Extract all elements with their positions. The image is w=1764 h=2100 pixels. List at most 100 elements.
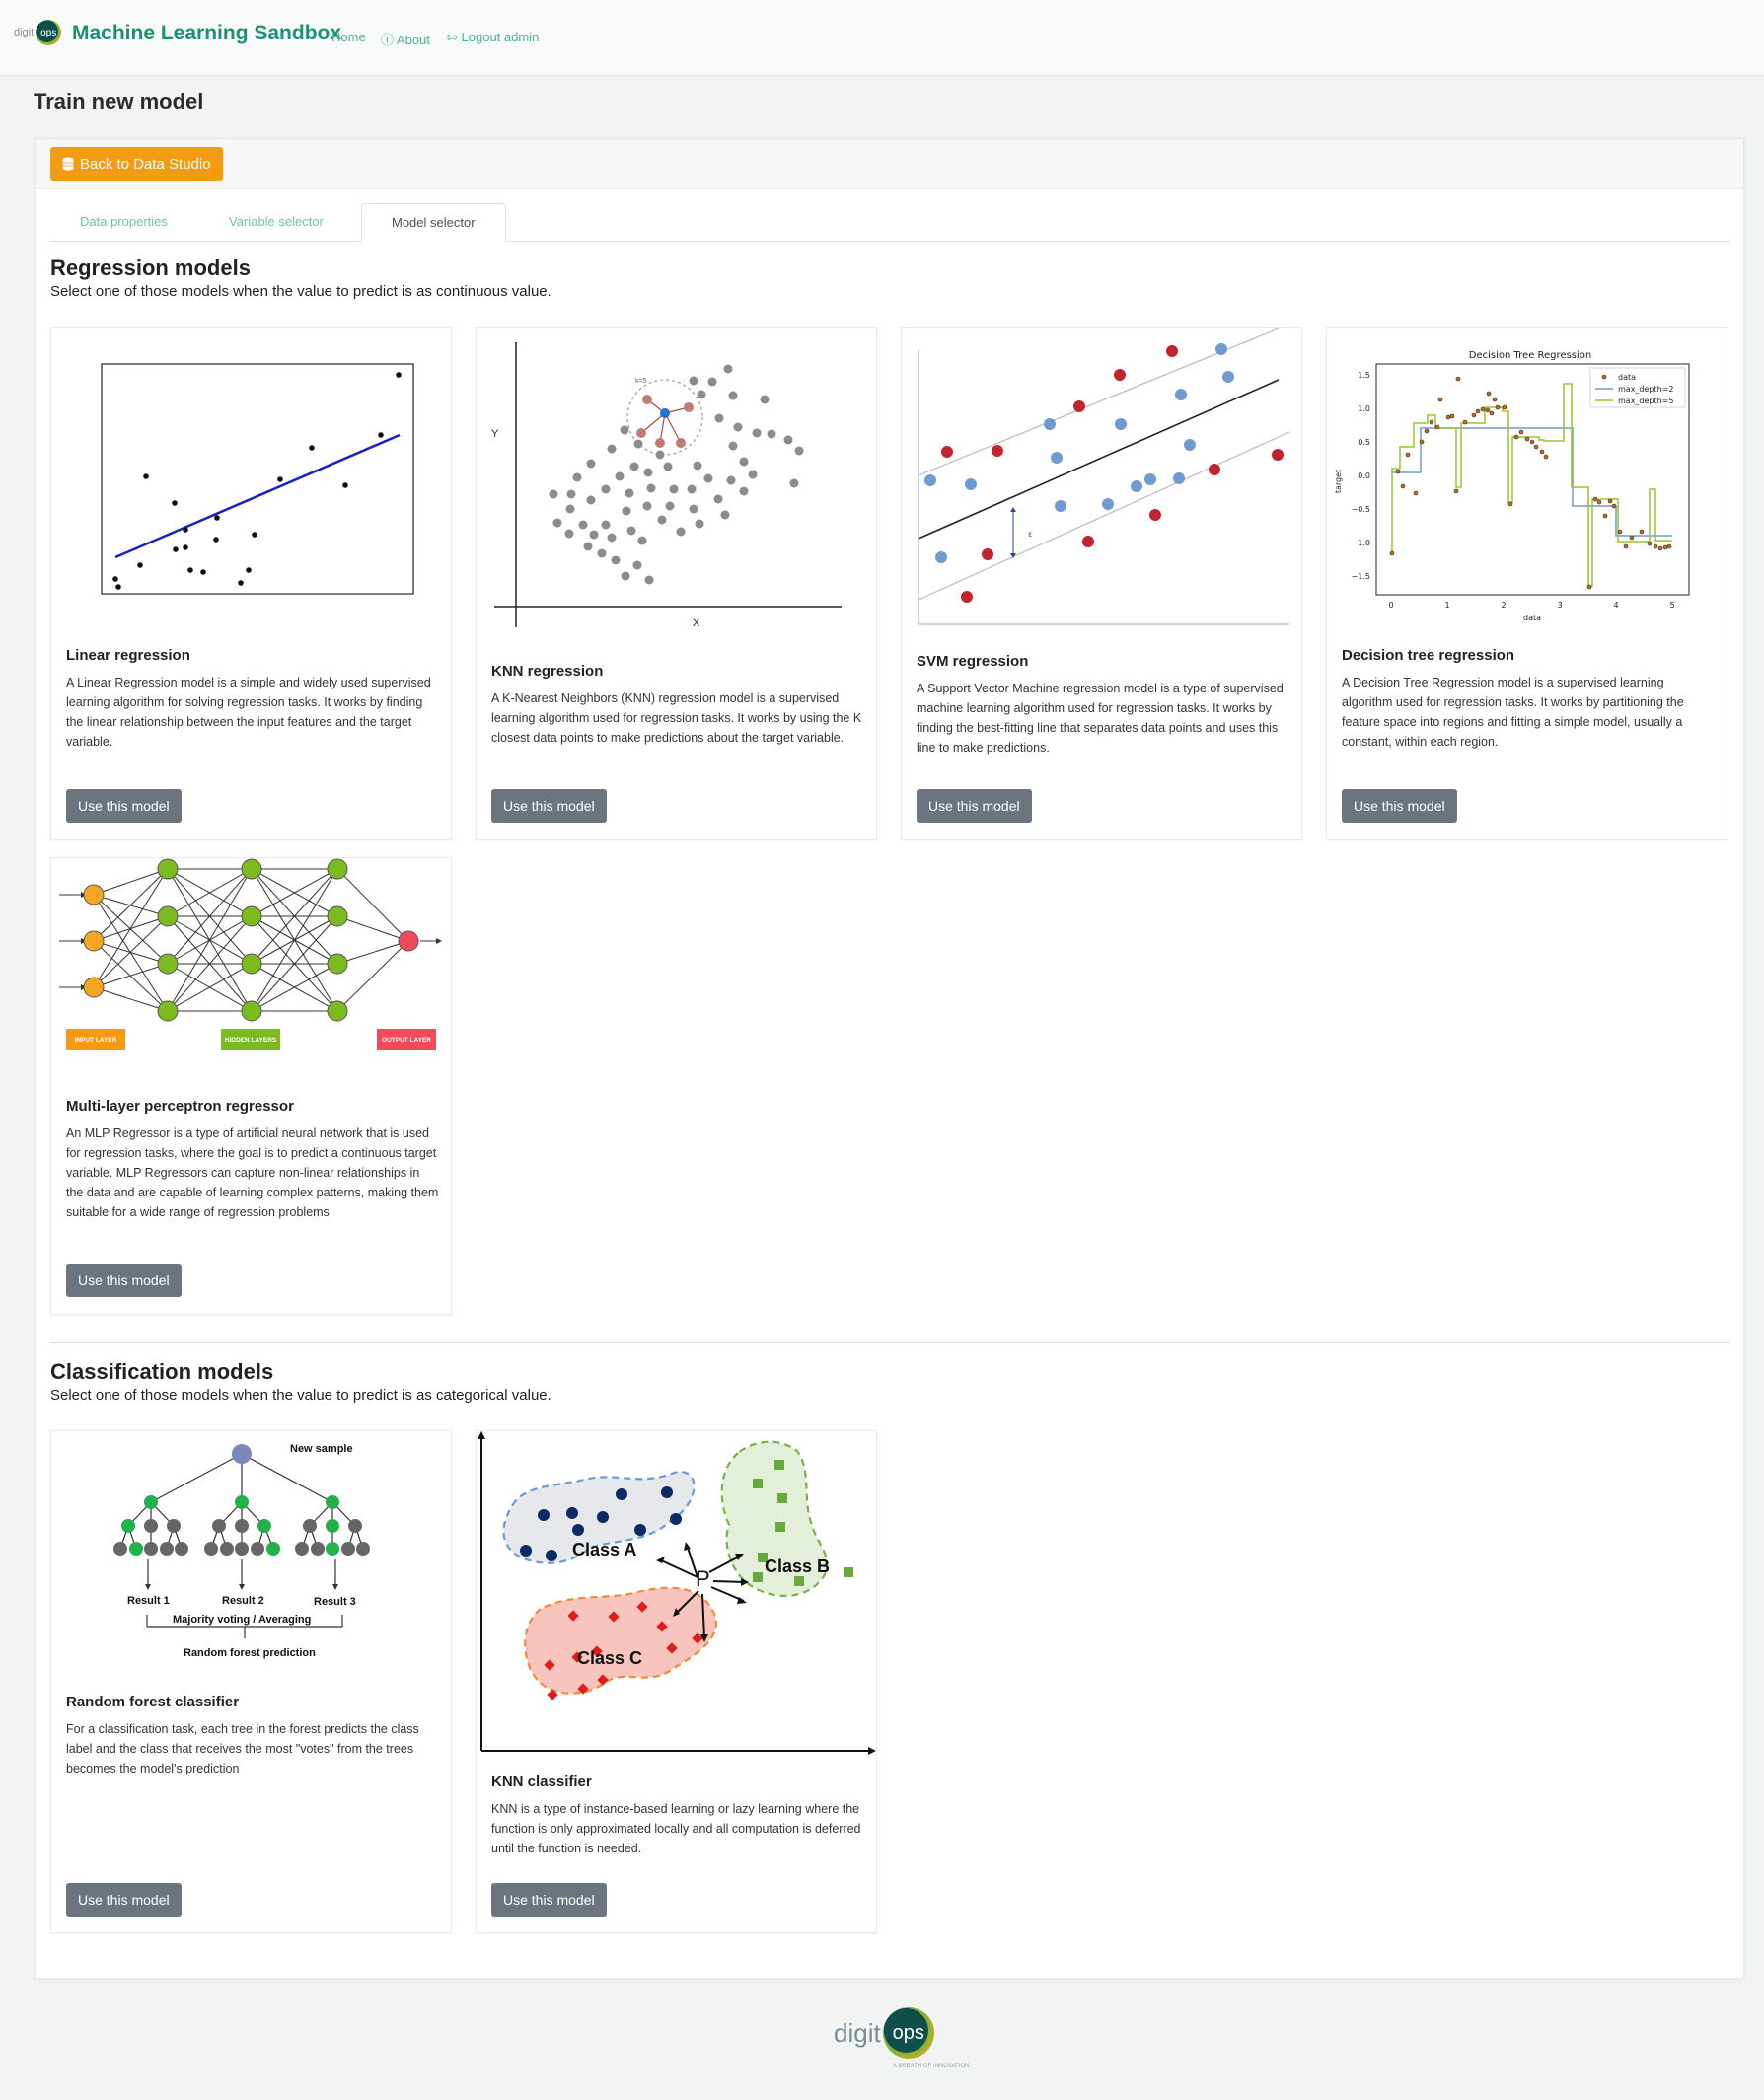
tree-xtick: 2 xyxy=(1501,601,1506,610)
mlp-illustration: INPUT LAYER HIDDEN LAYERS OUTPUT LAYER xyxy=(59,858,442,1050)
navbar: digit ops Machine Learning Sandbox Home … xyxy=(0,0,1764,76)
model-card-mlp-regressor: INPUT LAYER HIDDEN LAYERS OUTPUT LAYER M… xyxy=(50,857,452,1315)
random-forest-illustration: New sample Result 1 Result 2 Result 3 Ma… xyxy=(113,1443,370,1659)
tab-variable-selector[interactable]: Variable selector xyxy=(229,214,324,229)
model-title: Random forest classifier xyxy=(66,1694,240,1710)
rf-prediction-label: Random forest prediction xyxy=(184,1647,316,1659)
nav-home-link[interactable]: Home xyxy=(331,30,366,44)
tree-ytick: 1.5 xyxy=(1358,371,1370,380)
model-card-svm-regression: ε SVM regression A Support Vector Machin… xyxy=(901,327,1302,840)
tree-ytick: 1.0 xyxy=(1358,404,1370,413)
section-divider xyxy=(50,1342,1730,1343)
classification-subtitle: Select one of those models when the valu… xyxy=(50,1387,551,1404)
knnc-class-a-label: Class A xyxy=(572,1540,636,1559)
model-description: A Support Vector Machine regression mode… xyxy=(917,682,1284,755)
model-description: A K-Nearest Neighbors (KNN) regression m… xyxy=(491,691,862,745)
svm-epsilon-label: ε xyxy=(1028,530,1032,539)
tree-ylabel: target xyxy=(1334,470,1343,493)
model-description: A Decision Tree Regression model is a su… xyxy=(1342,676,1684,749)
logo[interactable]: digit ops xyxy=(14,20,62,45)
knnc-class-c-label: Class C xyxy=(577,1648,642,1668)
mlp-hidden-label: HIDDEN LAYERS xyxy=(225,1037,277,1044)
card-header: Back to Data Studio xyxy=(36,139,1743,189)
model-title: Multi-layer perceptron regressor xyxy=(66,1098,294,1115)
model-card-knn-regression: Y X k=5 xyxy=(476,327,877,840)
footer-logo-circle: ops xyxy=(882,2007,934,2059)
tree-legend-depth2: max_depth=2 xyxy=(1618,385,1674,394)
tree-xtick: 1 xyxy=(1444,601,1449,610)
tree-xtick: 0 xyxy=(1388,601,1393,610)
mlp-output-label: OUTPUT LAYER xyxy=(382,1037,431,1044)
page-title: Train new model xyxy=(34,89,204,113)
footer-logo-prefix: digit xyxy=(834,2017,881,2048)
use-model-button-svm-regression[interactable]: Use this model xyxy=(917,789,1032,823)
model-description: An MLP Regressor is a type of artificial… xyxy=(66,1126,439,1219)
question-circle-icon: ⓘ xyxy=(381,33,395,47)
brand-title[interactable]: Machine Learning Sandbox xyxy=(72,22,342,44)
footer-logo: digit ops xyxy=(834,2007,934,2059)
model-card-knn-classifier: Class A Class B Class C P KNN classifier… xyxy=(476,1430,877,1933)
tree-chart-title: Decision Tree Regression xyxy=(1469,350,1591,361)
model-description: For a classification task, each tree in … xyxy=(66,1722,419,1775)
knn-classifier-illustration: Class A Class B Class C P xyxy=(478,1431,876,1755)
logout-icon: ⇰ xyxy=(447,30,458,44)
regression-subtitle: Select one of those models when the valu… xyxy=(50,283,551,300)
rf-new-sample-label: New sample xyxy=(290,1443,353,1455)
knn-k-label: k=5 xyxy=(635,378,647,385)
model-title: Decision tree regression xyxy=(1342,647,1515,664)
model-title: Linear regression xyxy=(66,647,190,664)
tree-legend-data: data xyxy=(1618,373,1636,382)
model-title: KNN classifier xyxy=(491,1774,592,1790)
model-card-linear-regression: Linear regression A Linear Regression mo… xyxy=(50,327,452,840)
knn-axis-x: X xyxy=(693,617,700,629)
model-description: KNN is a type of instance-based learning… xyxy=(491,1802,861,1855)
tab-data-properties[interactable]: Data properties xyxy=(80,214,168,229)
rf-result-label: Result 2 xyxy=(222,1595,264,1607)
model-title: SVM regression xyxy=(917,653,1029,670)
use-model-button-mlp[interactable]: Use this model xyxy=(66,1264,182,1297)
tree-xtick: 4 xyxy=(1613,601,1618,610)
tree-legend-depth5: max_depth=5 xyxy=(1618,397,1674,405)
nav-about-label: About xyxy=(396,33,430,47)
knnc-point-label: P xyxy=(696,1566,710,1591)
regression-title: Regression models xyxy=(50,255,251,280)
linear-regression-illustration xyxy=(101,363,414,595)
tree-xtick: 3 xyxy=(1557,601,1562,610)
use-model-button-random-forest[interactable]: Use this model xyxy=(66,1883,182,1917)
knn-axis-y: Y xyxy=(491,428,499,440)
model-title: KNN regression xyxy=(491,663,604,680)
use-model-button-knn-classifier[interactable]: Use this model xyxy=(491,1883,607,1917)
tree-ytick: −0.5 xyxy=(1352,505,1370,514)
tree-ytick: 0.5 xyxy=(1358,438,1370,447)
tree-ytick: −1.5 xyxy=(1352,572,1370,581)
tab-bar: Data properties Variable selector Model … xyxy=(50,203,1730,242)
tree-xlabel: data xyxy=(1523,614,1541,622)
knn-regression-illustration: Y X k=5 xyxy=(491,342,842,629)
rf-voting-label: Majority voting / Averaging xyxy=(173,1614,311,1626)
knnc-class-b-label: Class B xyxy=(765,1557,830,1576)
nav-logout-label: Logout admin xyxy=(461,30,540,44)
tab-model-selector[interactable]: Model selector xyxy=(361,203,506,242)
footer-tagline: A BREATH OF INNOVATION xyxy=(893,2064,970,2069)
rf-result-label: Result 1 xyxy=(127,1595,170,1607)
model-description: A Linear Regression model is a simple an… xyxy=(66,676,431,749)
main-card: Back to Data Studio Data properties Vari… xyxy=(35,138,1744,1979)
use-model-button-knn-regression[interactable]: Use this model xyxy=(491,789,607,823)
back-to-data-studio-button[interactable]: Back to Data Studio xyxy=(50,147,223,181)
svm-regression-illustration: ε xyxy=(918,328,1290,625)
use-model-button-decision-tree[interactable]: Use this model xyxy=(1342,789,1457,823)
tree-ytick: −1.0 xyxy=(1352,539,1370,547)
logo-circle: ops xyxy=(36,20,62,45)
classification-title: Classification models xyxy=(50,1359,274,1384)
nav-logout-link[interactable]: ⇰ Logout admin xyxy=(447,30,539,45)
tree-ytick: 0.0 xyxy=(1358,471,1370,480)
nav-about-link[interactable]: ⓘ About xyxy=(381,30,430,48)
use-model-button-linear-regression[interactable]: Use this model xyxy=(66,789,182,823)
database-icon xyxy=(62,157,74,171)
model-card-random-forest: New sample Result 1 Result 2 Result 3 Ma… xyxy=(50,1430,452,1933)
rf-result-label: Result 3 xyxy=(314,1596,356,1608)
mlp-input-label: INPUT LAYER xyxy=(75,1037,117,1044)
nav-home-label: Home xyxy=(331,30,366,44)
model-card-decision-tree-regression: Decision Tree Regression 1.5 1.0 0.5 0.0… xyxy=(1326,327,1727,840)
logo-prefix: digit xyxy=(14,27,35,38)
